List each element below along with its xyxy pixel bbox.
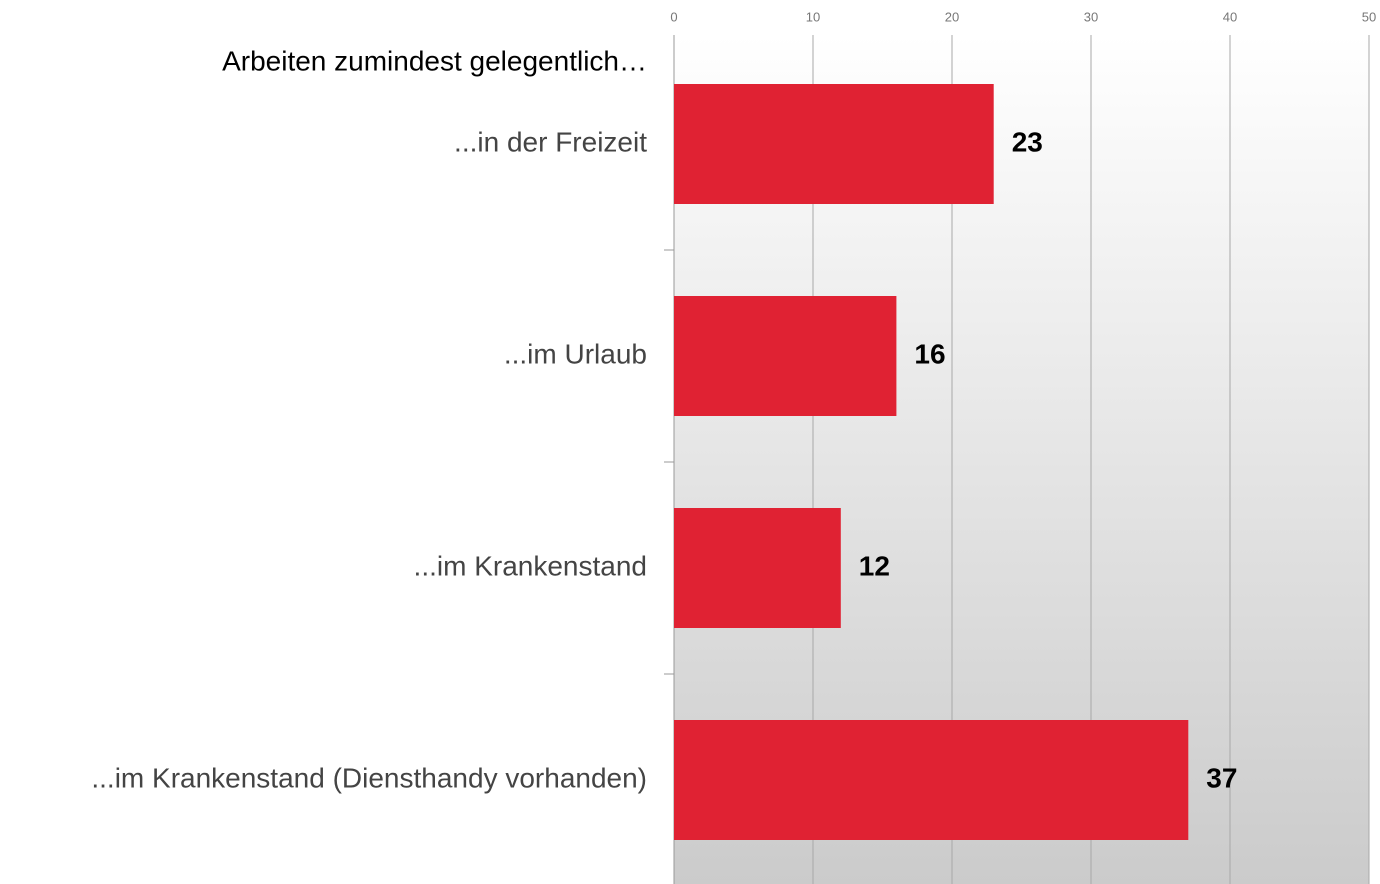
bar <box>674 296 897 416</box>
x-tick-label: 30 <box>1084 9 1098 24</box>
x-tick-label: 20 <box>945 9 959 24</box>
chart-title: Arbeiten zumindest gelegentlich… <box>222 45 647 76</box>
x-tick-label: 0 <box>670 9 677 24</box>
value-label: 12 <box>859 550 890 581</box>
y-tick-label: ...im Urlaub <box>504 338 647 369</box>
y-tick-label: ...im Krankenstand (Diensthandy vorhande… <box>91 762 647 793</box>
y-tick-label: ...in der Freizeit <box>454 126 647 157</box>
bar <box>674 720 1189 840</box>
x-tick-label: 40 <box>1223 9 1237 24</box>
y-tick-label: ...im Krankenstand <box>414 550 647 581</box>
value-label: 23 <box>1012 126 1043 157</box>
value-label: 37 <box>1206 762 1237 793</box>
value-label: 16 <box>914 338 945 369</box>
bar <box>674 84 994 204</box>
x-tick-label: 10 <box>806 9 820 24</box>
x-tick-label: 50 <box>1362 9 1376 24</box>
bar <box>674 508 841 628</box>
